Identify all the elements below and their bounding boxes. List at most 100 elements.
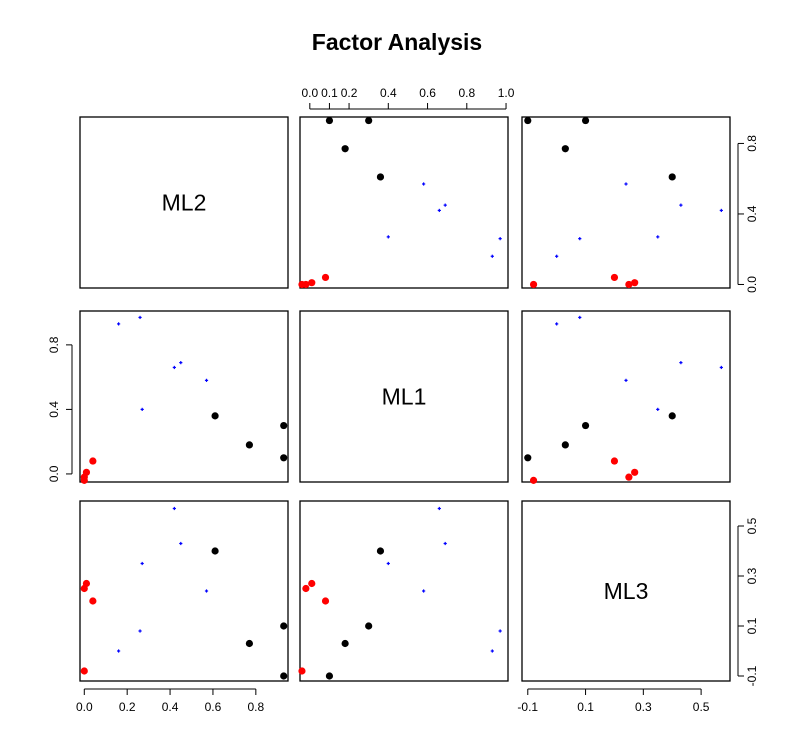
point-group-blue-3: [140, 407, 144, 412]
point-group-red-1: [308, 279, 316, 287]
point-group-blue-0: [422, 589, 426, 593]
panel-frame: [521, 116, 731, 289]
tick-label: 0.8: [745, 135, 759, 152]
panel-frame: [521, 500, 731, 682]
point-group-red-0: [610, 457, 619, 465]
point-group-black-2: [561, 441, 569, 449]
point-group-red-1: [631, 279, 639, 287]
right-axis-row2: -0.1 0.1 0.3 0.5: [737, 517, 759, 686]
tick-label: 0.3: [635, 700, 652, 714]
panel-r1-c1: ML1: [299, 310, 509, 483]
top-axis-col1: 0.0 0.1 0.2 0.4 0.6 0.8 1.0: [301, 86, 515, 110]
point-group-blue-4: [498, 629, 502, 633]
point-group-blue-5: [490, 254, 494, 258]
tick-label: 0.5: [693, 700, 710, 714]
point-group-black-1: [581, 421, 590, 430]
point-group-blue-2: [172, 506, 176, 511]
tick-label: 1.0: [498, 86, 515, 100]
point-group-blue-2: [172, 365, 176, 370]
point-group-black-1: [280, 421, 288, 430]
point-group-blue-3: [140, 561, 144, 566]
tick-label: 0.1: [745, 617, 759, 634]
point-group-blue-0: [204, 589, 209, 593]
point-group-blue-0: [624, 378, 628, 382]
point-group-blue-4: [498, 237, 502, 241]
left-axis-row1: 0.0 0.4 0.8: [47, 336, 73, 482]
panel-frame: [299, 500, 509, 682]
point-group-red-2: [625, 473, 633, 481]
point-group-red-3: [298, 280, 306, 289]
point-group-black-0: [325, 116, 334, 125]
chart-title: Factor Analysis: [312, 29, 482, 55]
point-group-black-0: [524, 116, 532, 125]
point-group-blue-1: [443, 203, 447, 207]
point-group-blue-3: [386, 561, 390, 566]
panel-frame: [299, 310, 509, 483]
point-group-blue-2: [437, 506, 441, 511]
point-group-red-3: [80, 476, 88, 484]
point-group-blue-3: [656, 407, 660, 412]
point-group-black-2: [245, 639, 254, 648]
tick-label: 0.8: [247, 700, 264, 714]
point-group-black-3: [211, 412, 219, 420]
point-group-blue-1: [443, 541, 447, 546]
panel-r0-c2: [521, 116, 731, 289]
panel-frame: [79, 116, 289, 289]
point-group-red-0: [321, 273, 330, 282]
point-group-black-3: [211, 547, 219, 555]
point-group-black-2: [341, 145, 349, 153]
tick-label: 0.8: [47, 336, 61, 353]
panel-frame: [521, 310, 731, 483]
point-group-black-0: [524, 454, 532, 462]
tick-label: 0.0: [301, 86, 318, 100]
tick-label: 0.4: [745, 205, 759, 222]
point-group-blue-4: [138, 629, 142, 633]
point-group-black-1: [365, 116, 373, 125]
point-group-blue-5: [555, 254, 559, 258]
panel-r0-c0: ML2: [79, 116, 289, 289]
tick-label: 0.2: [119, 700, 136, 714]
point-group-red-2: [302, 584, 310, 593]
point-group-blue-1: [679, 361, 683, 365]
point-group-blue-5: [490, 649, 494, 653]
point-group-black-1: [581, 116, 590, 125]
point-group-red-0: [610, 273, 619, 282]
tick-label: 0.6: [205, 700, 222, 714]
panel-r0-c1: [298, 116, 509, 289]
panel-r1-c0: [79, 310, 289, 484]
point-group-black-0: [325, 672, 334, 680]
panel-r2-c0: [79, 500, 289, 682]
point-group-blue-0: [624, 182, 628, 186]
point-group-blue-0: [204, 378, 209, 382]
point-group-blue-0: [422, 182, 426, 186]
point-group-black-0: [280, 672, 288, 680]
point-group-blue-3: [386, 235, 390, 239]
point-group-red-3: [529, 280, 538, 289]
tick-label: 0.8: [458, 86, 475, 100]
tick-label: 0.4: [380, 86, 397, 100]
tick-label: 0.0: [47, 465, 61, 482]
bottom-axis-col2: -0.1 0.1 0.3 0.5: [517, 688, 710, 714]
point-group-blue-4: [578, 315, 582, 320]
bottom-axis-col0: 0.0 0.2 0.4 0.6 0.8: [76, 688, 264, 714]
point-group-blue-5: [116, 322, 121, 326]
point-group-black-3: [376, 173, 385, 181]
point-group-blue-2: [719, 365, 723, 370]
point-group-blue-3: [656, 235, 660, 239]
diagonal-label-ml2: ML2: [162, 190, 207, 216]
tick-label: -0.1: [745, 665, 759, 686]
point-group-black-3: [668, 412, 676, 420]
tick-label: -0.1: [517, 700, 538, 714]
panel-r2-c2: ML3: [521, 500, 731, 682]
tick-label: 0.3: [745, 567, 759, 584]
point-group-blue-2: [719, 208, 723, 213]
point-group-red-0: [321, 597, 330, 605]
tick-label: 0.6: [419, 86, 436, 100]
point-group-blue-1: [679, 203, 683, 207]
diagonal-label-ml3: ML3: [604, 578, 649, 604]
point-group-red-3: [529, 476, 538, 484]
panel-frame: [79, 310, 289, 483]
point-group-black-3: [668, 173, 676, 181]
tick-label: 0.0: [76, 700, 93, 714]
point-group-blue-5: [116, 649, 121, 653]
